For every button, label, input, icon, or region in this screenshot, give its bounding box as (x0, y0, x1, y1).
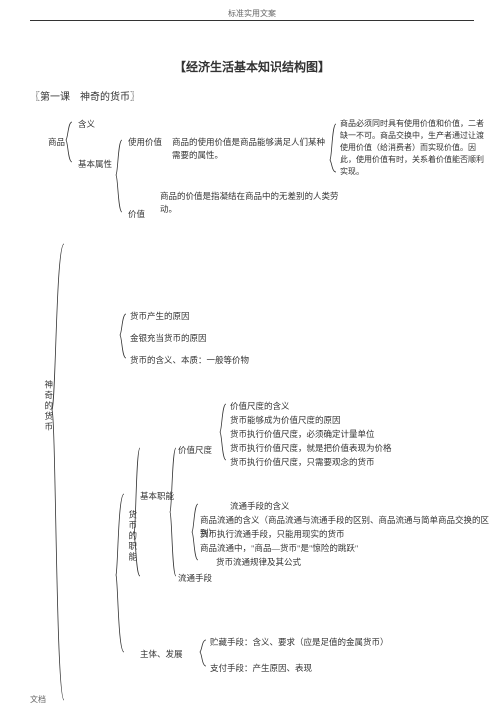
node-jiazhi-text: 商品的价值是指凝结在商品中的无差别的人类劳动。 (160, 190, 350, 216)
node-chidu3: 货币执行价值尺度，必须确定计量单位 (230, 428, 375, 441)
node-zhuti-fazhan: 主体、发展 (140, 648, 183, 661)
header-label: 标准实用文案 (0, 8, 504, 19)
node-liutong3: 商品流通中，"商品—货币"是"惊险的跳跃" (200, 542, 358, 555)
diagram-connectors (0, 0, 504, 715)
node-liutong4: 货币流通规律及其公式 (216, 556, 301, 569)
node-liutong2: 货币执行流通手段，只能用现实的货币 (200, 528, 345, 541)
node-zhucang: 贮藏手段：含义、要求（应是足值的金属货币） (210, 636, 389, 649)
node-shenqi-huobi: 神奇的货币 (42, 380, 55, 433)
footer-label: 文档 (30, 694, 46, 705)
node-huobi-zhineng: 货币的职能 (126, 510, 139, 563)
node-huobi-yuanyin: 货币产生的原因 (130, 310, 190, 323)
node-chidu4: 货币执行价值尺度，就是把价值表现为价格 (230, 442, 392, 455)
node-chidu5: 货币执行价值尺度，只需要观念的货币 (230, 456, 375, 469)
node-jiazhi: 价值 (128, 208, 145, 221)
node-jibenshuxing: 基本属性 (78, 158, 112, 171)
main-title: 【经济生活基本知识结构图】 (0, 58, 504, 75)
node-chidu2: 货币能够成为价值尺度的原因 (230, 414, 341, 427)
node-jinyin-yuanyin: 金银充当货币的原因 (130, 332, 207, 345)
node-shiyong-text: 商品的使用价值是商品能够满足人们某种需要的属性。 (172, 136, 332, 162)
node-jibenzhineng: 基本职能 (140, 490, 174, 503)
node-liutong-shouduan: 流通手段 (178, 572, 212, 585)
node-chidu1: 价值尺度的含义 (230, 400, 290, 413)
node-liutong-hanyi: 流通手段的含义 (230, 500, 290, 513)
lesson-title: 〖第一课 神奇的货币〗 (30, 88, 140, 103)
node-shiyongjiazhi: 使用价值 (128, 136, 162, 149)
header-rule (30, 20, 474, 21)
node-huobi-hanyi: 货币的含义、本质：一般等价物 (130, 354, 249, 367)
node-hanyi: 含义 (78, 118, 95, 131)
node-shangpin: 商品 (48, 136, 65, 149)
side-note: 商品必须同时具有使用价值和价值，二者缺一不可。商品交换中，生产者通过让渡使用价值… (340, 118, 490, 178)
node-jiazhichidu: 价值尺度 (178, 444, 212, 457)
node-zhifu: 支付手段：产生原因、表现 (210, 662, 312, 675)
